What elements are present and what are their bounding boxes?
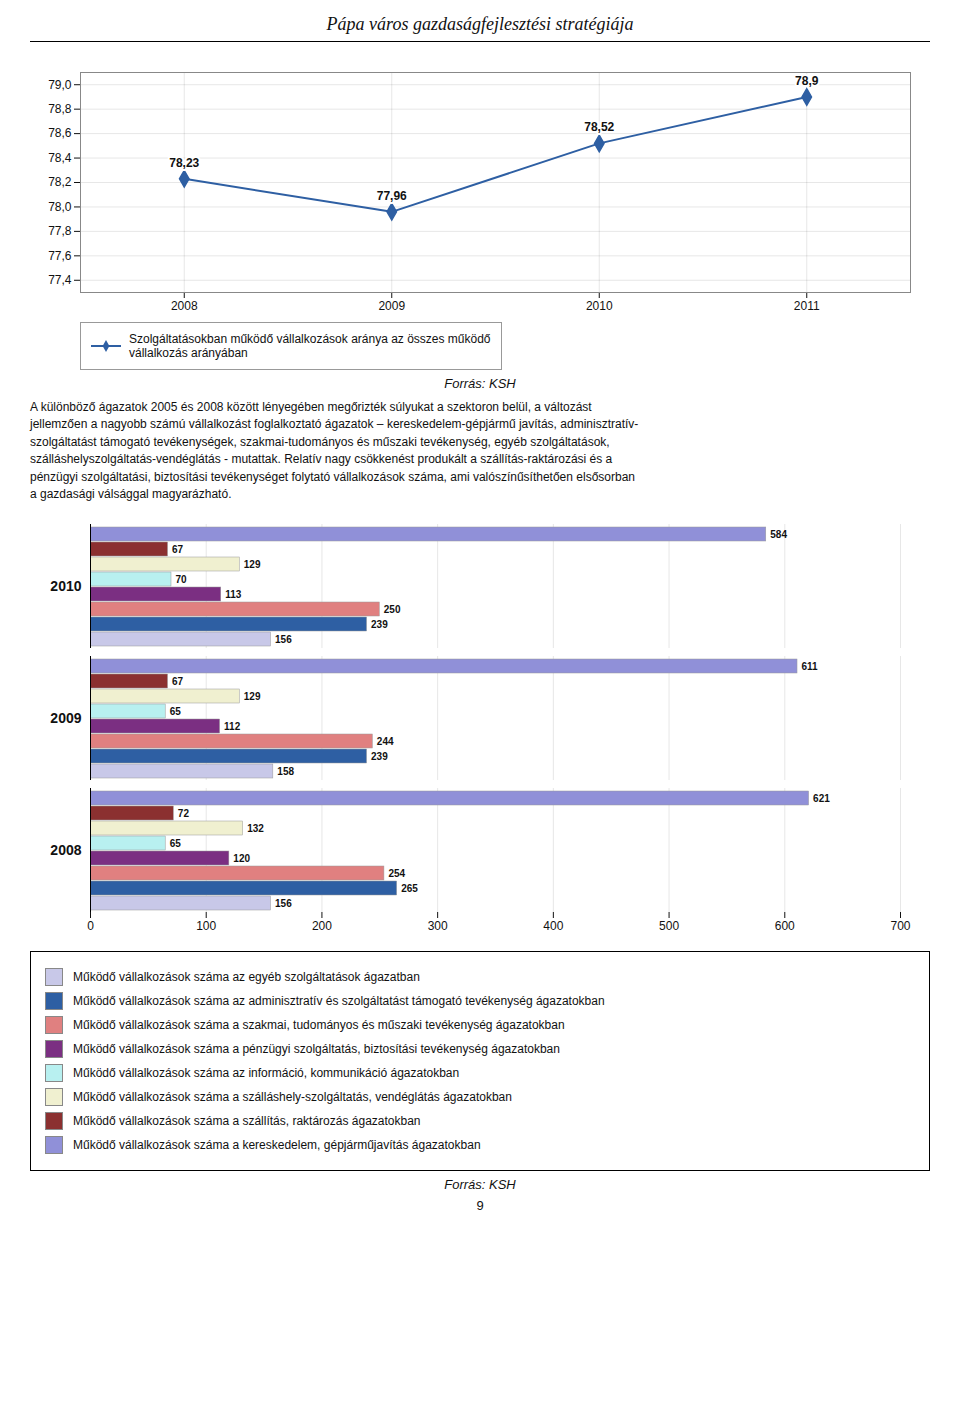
- svg-text:621: 621: [813, 793, 830, 804]
- svg-text:67: 67: [172, 676, 184, 687]
- svg-text:120: 120: [233, 853, 250, 864]
- svg-text:156: 156: [275, 634, 292, 645]
- svg-text:2008: 2008: [50, 842, 81, 858]
- svg-text:300: 300: [428, 919, 448, 933]
- svg-text:77,8: 77,8: [48, 224, 72, 238]
- svg-text:100: 100: [196, 919, 216, 933]
- svg-text:78,6: 78,6: [48, 126, 72, 140]
- svg-text:400: 400: [543, 919, 563, 933]
- svg-text:129: 129: [244, 559, 261, 570]
- svg-text:65: 65: [170, 838, 182, 849]
- html-text:Működő vállalkozások száma a p: Működő vállalkozások száma a pénzügyi sz…: [73, 1042, 560, 1057]
- svg-text:129: 129: [244, 691, 261, 702]
- svg-text:239: 239: [371, 751, 388, 762]
- svg-text:78,8: 78,8: [48, 102, 72, 116]
- svg-text:254: 254: [388, 868, 405, 879]
- svg-text:611: 611: [802, 661, 819, 672]
- svg-text:2008: 2008: [171, 299, 198, 313]
- svg-text:72: 72: [178, 808, 190, 819]
- svg-text:132: 132: [247, 823, 264, 834]
- html-text:Működő vállalkozások száma az: Működő vállalkozások száma az információ…: [73, 1066, 460, 1081]
- html-text:A különböző ágazatok 2005 és 2: A különböző ágazatok 2005 és 2008 között…: [30, 400, 639, 501]
- svg-text:78,0: 78,0: [48, 200, 72, 214]
- svg-text:113: 113: [225, 589, 242, 600]
- svg-text:78,4: 78,4: [48, 151, 72, 165]
- svg-text:2009: 2009: [378, 299, 405, 313]
- svg-text:79,0: 79,0: [48, 78, 72, 92]
- svg-text:65: 65: [170, 706, 182, 717]
- svg-text:112: 112: [224, 721, 241, 732]
- svg-text:67: 67: [172, 544, 184, 555]
- svg-text:78,2: 78,2: [48, 175, 72, 189]
- svg-text:200: 200: [312, 919, 332, 933]
- html-text:Működő vállalkozások száma a s: Működő vállalkozások száma a szakmai, tu…: [73, 1018, 565, 1033]
- html-text:Működő vállalkozások száma a s: Működő vállalkozások száma a szállítás, …: [73, 1114, 421, 1129]
- html-text:9: 9: [476, 1198, 484, 1214]
- svg-text:70: 70: [176, 574, 188, 585]
- svg-text:600: 600: [775, 919, 795, 933]
- svg-text:77,6: 77,6: [48, 249, 72, 263]
- svg-text:2009: 2009: [50, 710, 81, 726]
- html-text:Forrás: KSH: Forrás: KSH: [444, 1177, 516, 1193]
- html-text:Működő vállalkozások száma az: Működő vállalkozások száma az egyéb szol…: [73, 970, 420, 985]
- svg-text:2010: 2010: [50, 578, 81, 594]
- svg-text:250: 250: [384, 604, 401, 615]
- svg-text:500: 500: [659, 919, 679, 933]
- html-text:Működő vállalkozások száma az: Működő vállalkozások száma az adminisztr…: [73, 994, 605, 1009]
- svg-text:0: 0: [87, 919, 94, 933]
- html-text:Pápa város gazdaságfejlesztési: Pápa város gazdaságfejlesztési stratégiá…: [326, 14, 634, 34]
- html-text:Forrás: KSH: Forrás: KSH: [444, 376, 516, 391]
- svg-text:244: 244: [377, 736, 394, 747]
- svg-text:78,52: 78,52: [584, 120, 614, 134]
- svg-text:77,4: 77,4: [48, 273, 72, 287]
- html-text:Működő vállalkozások száma a k: Működő vállalkozások száma a kereskedele…: [73, 1138, 481, 1153]
- svg-text:2010: 2010: [586, 299, 613, 313]
- svg-text:78,23: 78,23: [169, 156, 199, 170]
- html-text:Szolgáltatásokban működő válla: Szolgáltatásokban működő vállalkozások a…: [129, 332, 491, 360]
- svg-text:156: 156: [275, 898, 292, 909]
- svg-text:2011: 2011: [794, 299, 820, 313]
- svg-text:584: 584: [770, 529, 787, 540]
- svg-text:158: 158: [277, 766, 294, 777]
- svg-text:77,96: 77,96: [377, 189, 407, 203]
- svg-text:78,9: 78,9: [795, 74, 819, 88]
- html-text:Működő vállalkozások száma a s: Működő vállalkozások száma a szálláshely…: [73, 1090, 512, 1105]
- svg-text:265: 265: [401, 883, 418, 894]
- svg-text:700: 700: [890, 919, 910, 933]
- svg-text:239: 239: [371, 619, 388, 630]
